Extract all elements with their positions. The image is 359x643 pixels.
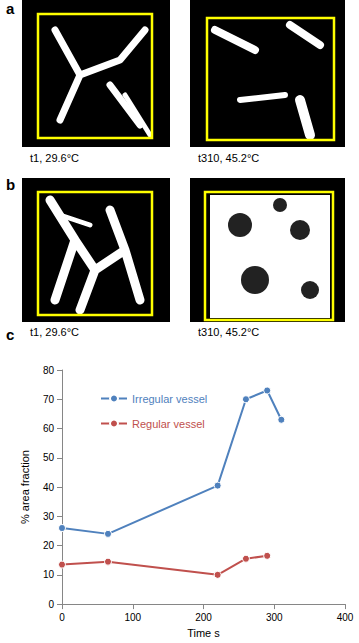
svg-text:200: 200 [195,612,212,623]
svg-text:30: 30 [43,511,55,522]
svg-text:60: 60 [43,423,55,434]
svg-text:0: 0 [59,612,65,623]
svg-text:70: 70 [43,394,55,405]
svg-text:100: 100 [124,612,141,623]
svg-text:% area fraction: % area fraction [19,450,31,524]
svg-text:80: 80 [43,365,55,376]
svg-text:400: 400 [337,612,354,623]
svg-text:t310, 45.2°C: t310, 45.2°C [198,152,259,164]
svg-text:300: 300 [266,612,283,623]
svg-text:10: 10 [43,569,55,580]
svg-text:t1, 29.6°C: t1, 29.6°C [30,152,79,164]
svg-text:b: b [6,176,15,193]
svg-text:Regular vessel: Regular vessel [132,418,205,430]
svg-text:Time s: Time s [187,627,220,639]
svg-text:0: 0 [48,599,54,610]
svg-text:a: a [6,0,15,17]
svg-text:20: 20 [43,540,55,551]
svg-text:Irregular vessel: Irregular vessel [132,393,207,405]
svg-text:40: 40 [43,482,55,493]
svg-text:t1, 29.6°C: t1, 29.6°C [30,326,79,338]
svg-text:50: 50 [43,452,55,463]
svg-text:t310, 45.2°C: t310, 45.2°C [198,326,259,338]
svg-text:c: c [6,326,14,343]
